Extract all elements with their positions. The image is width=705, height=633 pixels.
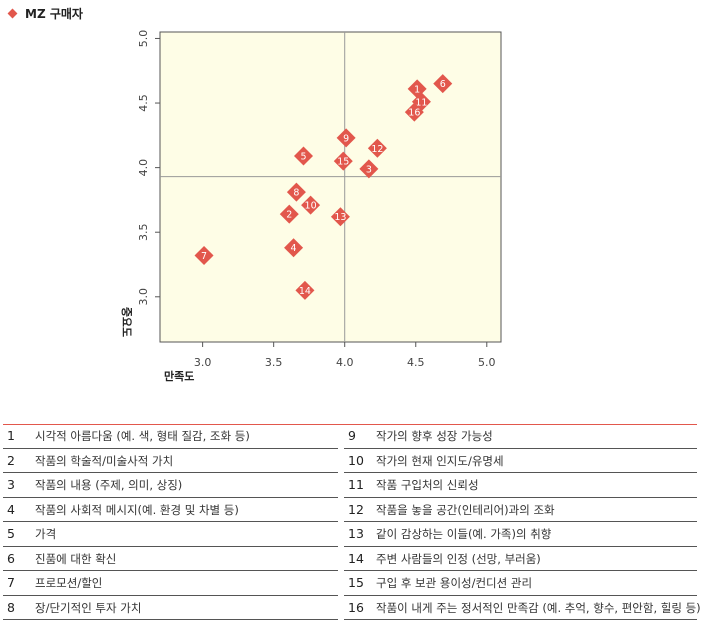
- y-tick-label: 3.0: [137, 288, 150, 306]
- legend-row: 2 작품의 학술적/미술사적 가치: [3, 449, 338, 473]
- legend-number: 14: [348, 550, 364, 566]
- legend-number: 12: [348, 501, 364, 517]
- data-point-label: 7: [201, 251, 207, 262]
- data-point-marker: [286, 182, 306, 202]
- legend-label: 프로모션/할인: [35, 576, 103, 590]
- data-point-label: 14: [299, 286, 311, 297]
- x-axis-label: 만족도: [164, 369, 194, 383]
- x-tick-label: 3.0: [194, 356, 212, 369]
- data-point-label: 10: [305, 201, 317, 212]
- legend-row: 13 같이 감상하는 이들(예. 가족)의 취향: [344, 522, 697, 547]
- legend-label: 작가의 현재 인지도/유명세: [376, 453, 504, 468]
- data-point-marker: [295, 280, 315, 300]
- legend-row: 7 프로모션/할인: [3, 571, 338, 596]
- legend-label: 작품이 내게 주는 정서적인 만족감 (예. 추억, 향수, 편안함, 힐링 등…: [376, 600, 701, 615]
- data-point-marker: [284, 238, 304, 258]
- data-point-label: 2: [286, 210, 292, 221]
- legend-row: 3 작품의 내용 (주제, 의미, 상징): [3, 473, 338, 498]
- data-point-label: 15: [337, 157, 349, 168]
- legend-number: 7: [7, 575, 15, 590]
- legend-label: 구입 후 보관 용이성/컨디션 관리: [376, 576, 533, 590]
- legend-row: 10 작가의 현재 인지도/유명세: [344, 449, 697, 473]
- chart-title-text: MZ 구매자: [25, 7, 83, 21]
- scatter-chart: 3.0 3.5 4.0 4.5 5.03.03.54.04.55.0만족도중요도1234…: [120, 30, 502, 383]
- plot-area: [159, 31, 502, 343]
- legend-label: 작품의 학술적/미술사적 가치: [35, 453, 174, 468]
- legend-label: 작품 구입처의 신뢰성: [376, 478, 479, 492]
- data-point-label: 4: [291, 243, 297, 254]
- data-point-marker: [359, 159, 379, 179]
- legend-number: 8: [7, 599, 15, 615]
- legend-number: 9: [348, 428, 356, 443]
- legend-number: 3: [7, 477, 15, 492]
- data-point-marker: [433, 74, 453, 94]
- legend-row: 16 작품이 내게 주는 정서적인 만족감 (예. 추억, 향수, 편안함, 힐링…: [344, 596, 701, 620]
- data-point-label: 1: [414, 84, 420, 95]
- data-point-label: 11: [415, 97, 427, 108]
- legend-label: 같이 감상하는 이들(예. 가족)의 취향: [376, 527, 552, 541]
- legend-row: 5 가격: [3, 522, 338, 547]
- legend-row: 9 작가의 향후 성장 가능성: [344, 424, 697, 449]
- legend-row: 14 주변 사람들의 인정 (선망, 부러움): [344, 547, 697, 571]
- data-point-label: 6: [440, 79, 446, 90]
- legend-number: 13: [348, 526, 364, 541]
- data-point-label: 5: [300, 152, 306, 163]
- y-tick-label: 3.5: [137, 223, 150, 241]
- data-point-marker: [194, 245, 214, 265]
- x-tick-label: 5.0: [478, 356, 496, 369]
- legend-column-left: 1 시각적 아름다움 (예. 색, 형태 질감, 조화 등) 2 작품의 학술적/미술…: [3, 424, 338, 620]
- legend-number: 1: [7, 428, 15, 443]
- legend-label: 시각적 아름다움 (예. 색, 형태 질감, 조화 등): [35, 429, 250, 443]
- legend-row: 11 작품 구입처의 신뢰성: [344, 473, 697, 498]
- data-point-label: 3: [366, 164, 372, 175]
- legend-label: 작품을 놓을 공간(인테리어)과의 조화: [376, 502, 555, 517]
- legend-number: 2: [7, 452, 15, 468]
- data-point-label: 16: [408, 108, 420, 119]
- legend-label: 장/단기적인 투자 가치: [35, 600, 142, 615]
- x-tick-label: 3.5: [265, 356, 283, 369]
- legend-number: 4: [7, 501, 15, 517]
- data-point-marker: [301, 195, 321, 215]
- legend-row: 6 진품에 대한 확신: [3, 547, 338, 571]
- y-tick-label: 4.0: [137, 159, 150, 177]
- legend-row: 12 작품을 놓을 공간(인테리어)과의 조화: [344, 498, 697, 522]
- data-point-marker: [333, 151, 353, 171]
- x-tick-label: 4.5: [407, 356, 425, 369]
- data-point-marker: [279, 204, 299, 224]
- x-tick-label: 4.0: [336, 356, 354, 369]
- data-point-label: 13: [334, 212, 346, 223]
- data-point-marker: [294, 146, 314, 166]
- legend-top-rule: [3, 424, 697, 425]
- legend-label: 진품에 대한 확신: [35, 551, 117, 566]
- legend-number: 15: [348, 575, 364, 590]
- data-point-marker: [367, 138, 387, 158]
- legend-label: 작품의 내용 (주제, 의미, 상징): [35, 478, 183, 492]
- chart-title: MZ 구매자: [7, 5, 83, 22]
- legend-number: 5: [7, 526, 15, 541]
- legend-label: 가격: [35, 527, 57, 541]
- legend-number: 11: [348, 477, 364, 492]
- legend-number: 16: [348, 599, 364, 615]
- data-point-label: 12: [371, 144, 383, 155]
- legend-row: 4 작품의 사회적 메시지(예. 환경 및 차별 등): [3, 498, 338, 522]
- y-tick-label: 5.0: [137, 30, 150, 48]
- data-point-marker: [336, 128, 356, 148]
- y-tick-label: 4.5: [137, 94, 150, 112]
- legend-row: 1 시각적 아름다움 (예. 색, 형태 질감, 조화 등): [3, 424, 338, 449]
- y-axis-label: 중요도: [120, 307, 133, 337]
- legend-column-right: 9 작가의 향후 성장 가능성 10 작가의 현재 인지도/유명세 11 작품 구입처의 …: [344, 424, 701, 620]
- legend-label: 작가의 향후 성장 가능성: [376, 429, 493, 443]
- legend-number: 10: [348, 452, 364, 468]
- legend-label: 주변 사람들의 인정 (선망, 부러움): [376, 551, 541, 566]
- data-point-label: 9: [343, 133, 349, 144]
- legend-label: 작품의 사회적 메시지(예. 환경 및 차별 등): [35, 502, 239, 517]
- data-point-marker: [404, 102, 424, 122]
- legend-row: 8 장/단기적인 투자 가치: [3, 596, 338, 620]
- data-point-label: 8: [293, 188, 299, 199]
- legend-number: 6: [7, 550, 15, 566]
- data-point-marker: [330, 207, 350, 227]
- legend-row: 15 구입 후 보관 용이성/컨디션 관리: [344, 571, 697, 596]
